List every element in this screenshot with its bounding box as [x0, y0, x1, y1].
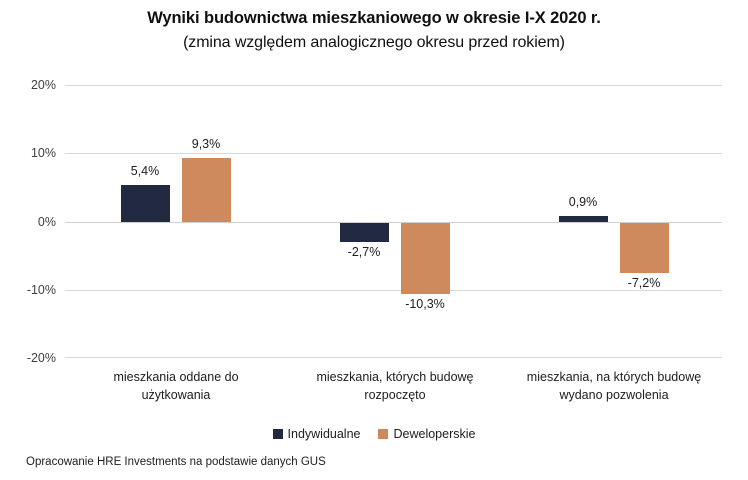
legend-swatch-icon: [378, 429, 389, 439]
y-axis-tick: 0%: [37, 215, 56, 229]
chart-header: Wyniki budownictwa mieszkaniowego w okre…: [0, 8, 748, 53]
category-label-line: mieszkania oddane do: [113, 370, 239, 384]
legend-item-deweloperskie[interactable]: Deweloperskie: [378, 427, 475, 441]
source-note: Opracowanie HRE Investments na podstawie…: [26, 456, 326, 468]
category-label-1: mieszkania oddane do użytkowania: [61, 368, 291, 404]
category-label-line: mieszkania, na których budowę: [526, 370, 702, 384]
bar-deweloperskie-g3: [620, 223, 669, 273]
gridline-zero: [65, 222, 722, 223]
y-axis-tick: 20%: [30, 78, 56, 92]
bar-value-label: 0,9%: [568, 195, 598, 209]
bar-value-label: 5,4%: [130, 164, 160, 178]
gridline-20: [65, 85, 722, 86]
bar-value-label: -10,3%: [405, 297, 445, 311]
y-axis-tick: -20%: [26, 351, 56, 365]
chart-legend: Indywidualne Deweloperskie: [0, 427, 748, 441]
legend-label: Deweloperskie: [393, 427, 476, 441]
gridline-10: [65, 153, 722, 154]
chart-title: Wyniki budownictwa mieszkaniowego w okre…: [147, 9, 601, 27]
bar-value-label: 9,3%: [191, 137, 221, 151]
category-label-line: mieszkania, których budowę: [316, 370, 474, 384]
y-axis-tick: 10%: [30, 146, 56, 160]
bar-deweloperskie-g1: [182, 158, 231, 222]
gridline-neg10: [65, 290, 722, 291]
bar-deweloperskie-g2: [401, 223, 450, 294]
bar-indywidualne-g1: [121, 185, 170, 222]
category-label-2: mieszkania, których budowę rozpoczęto: [280, 368, 510, 404]
gridline-neg20: [65, 357, 722, 358]
legend-swatch-icon: [272, 429, 283, 439]
bar-value-label: -2,7%: [347, 245, 381, 259]
bar-indywidualne-g3: [559, 216, 608, 222]
bar-indywidualne-g2: [340, 223, 389, 242]
category-label-line: wydano pozwolenia: [559, 388, 669, 403]
category-label-line: użytkowania: [141, 388, 211, 403]
category-label-3: mieszkania, na których budowę wydano poz…: [499, 368, 729, 404]
legend-item-indywidualne[interactable]: Indywidualne: [272, 427, 361, 441]
chart-subtitle: (zmina względem analogicznego okresu prz…: [183, 33, 565, 51]
bar-value-label: -7,2%: [627, 276, 661, 290]
plot-area: 5,4% 9,3% -2,7% -10,3% 0,9% -7,2%: [65, 85, 722, 358]
legend-label: Indywidualne: [287, 427, 361, 441]
category-label-line: rozpoczęto: [364, 388, 426, 403]
y-axis-tick: -10%: [26, 283, 56, 297]
